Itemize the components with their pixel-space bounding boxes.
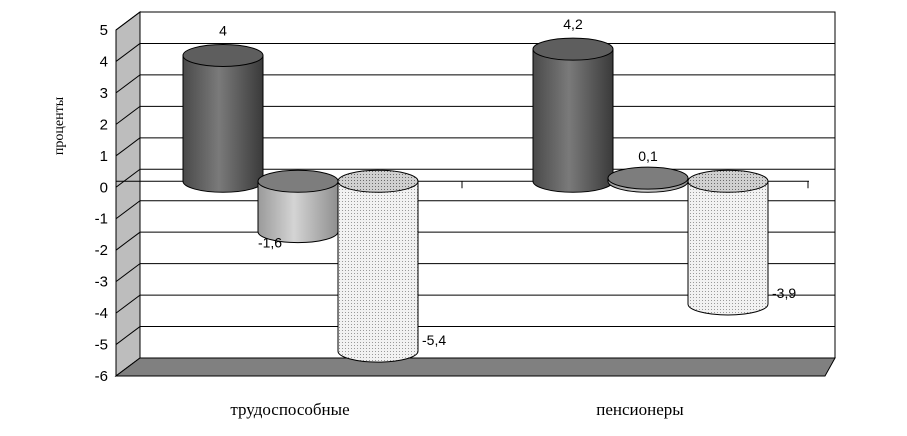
- data-label: 0,1: [638, 148, 658, 164]
- data-label: -1,6: [258, 235, 282, 251]
- x-category-label: пенсионеры: [596, 400, 684, 419]
- x-category-label: трудоспособные: [230, 400, 349, 419]
- bar-cap: [337, 169, 419, 193]
- bar-cylinder: [607, 166, 689, 193]
- side-wall: [115, 11, 141, 377]
- y-tick-label: 4: [100, 53, 108, 70]
- floor: [114, 357, 836, 377]
- y-tick-label: 3: [100, 85, 108, 102]
- gridline-side: [115, 168, 141, 188]
- bar-cap: [257, 169, 339, 193]
- bar-body: [532, 48, 614, 193]
- bar-body: [337, 180, 419, 363]
- bar-cap: [182, 43, 264, 67]
- y-tick-label: 1: [100, 148, 108, 165]
- gridline-side: [115, 294, 141, 314]
- plot-area: [182, 37, 769, 363]
- gridline-side: [115, 74, 141, 94]
- y-axis-label: проценты: [52, 96, 67, 155]
- y-tick-label: -3: [95, 274, 108, 291]
- bar-cylinder: [687, 169, 769, 316]
- gridline-side: [115, 231, 141, 251]
- gridline-side: [115, 263, 141, 283]
- y-tick-label: -6: [95, 368, 108, 385]
- bar-body: [687, 180, 769, 316]
- y-tick-label: -4: [95, 305, 108, 322]
- bar-cap: [687, 169, 769, 193]
- chart-labels: 4 -1,6 -5,4 4,2 0,1 -3,9 трудоспособные пенсион…: [219, 16, 796, 419]
- y-tick-label: -2: [95, 242, 108, 259]
- bar-cap: [607, 166, 689, 190]
- bar-cylinder: [182, 43, 264, 193]
- bar-body: [182, 54, 264, 193]
- data-label: -5,4: [422, 332, 446, 348]
- y-tick-label: 5: [100, 22, 108, 39]
- gridline-side: [115, 105, 141, 125]
- gridline-side: [115, 200, 141, 220]
- data-label: -3,9: [772, 285, 796, 301]
- bar-cap: [532, 37, 614, 61]
- data-label: 4: [219, 22, 227, 38]
- y-tick-label: 0: [100, 179, 108, 196]
- bar-body: [257, 180, 339, 244]
- gridline-side: [115, 43, 141, 62]
- bar-cylinder: [257, 169, 339, 244]
- gridline-side: [115, 137, 141, 157]
- y-tick-label: -1: [95, 211, 108, 228]
- y-tick-label: -5: [95, 337, 108, 354]
- gridline-side: [115, 11, 141, 31]
- y-axis: 5 4 3 2 1 0 -1 -2 -3 -4 -5 -6 проценты: [52, 22, 108, 385]
- bar-cylinder: [337, 169, 419, 363]
- data-label: 4,2: [563, 16, 583, 32]
- gridline-side: [115, 326, 141, 345]
- bar-cylinder: [532, 37, 614, 193]
- y-tick-label: 2: [100, 116, 108, 133]
